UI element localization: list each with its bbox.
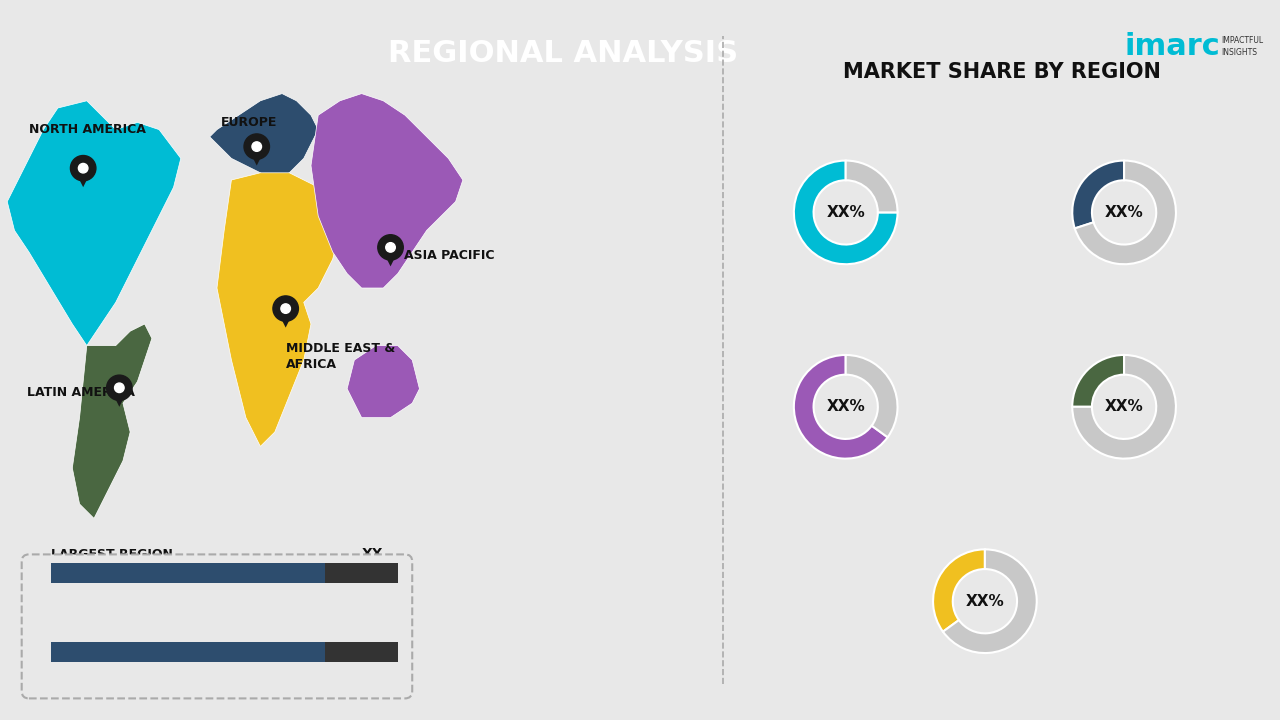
Circle shape <box>280 304 291 313</box>
Text: REGIONAL ANALYSIS: REGIONAL ANALYSIS <box>388 40 739 68</box>
Circle shape <box>385 243 396 252</box>
Text: XX: XX <box>362 626 383 641</box>
Polygon shape <box>216 173 340 446</box>
Text: XX%: XX% <box>1105 205 1143 220</box>
Polygon shape <box>383 251 398 266</box>
Wedge shape <box>1075 161 1176 264</box>
Circle shape <box>114 383 124 392</box>
Text: XX%: XX% <box>965 594 1005 608</box>
Wedge shape <box>794 161 897 264</box>
Text: NORTH AMERICA: NORTH AMERICA <box>29 123 146 136</box>
Wedge shape <box>1073 355 1176 459</box>
Text: XX: XX <box>362 547 383 562</box>
Text: XX%: XX% <box>1105 400 1143 414</box>
Text: XX%: XX% <box>827 400 865 414</box>
FancyBboxPatch shape <box>51 563 325 583</box>
Polygon shape <box>72 324 152 518</box>
Polygon shape <box>311 94 463 288</box>
Wedge shape <box>846 161 897 212</box>
Circle shape <box>273 296 298 321</box>
Circle shape <box>106 375 132 400</box>
Wedge shape <box>943 549 1037 653</box>
FancyBboxPatch shape <box>51 563 398 583</box>
Text: LARGEST REGION: LARGEST REGION <box>51 548 173 561</box>
Polygon shape <box>210 94 319 180</box>
FancyBboxPatch shape <box>51 642 398 662</box>
Text: LATIN AMERICA: LATIN AMERICA <box>27 386 136 399</box>
Text: EUROPE: EUROPE <box>220 116 276 129</box>
Circle shape <box>252 142 261 151</box>
Polygon shape <box>8 101 180 346</box>
Text: ASIA PACIFIC: ASIA PACIFIC <box>403 249 494 262</box>
Text: MIDDLE EAST &
AFRICA: MIDDLE EAST & AFRICA <box>285 342 396 371</box>
Wedge shape <box>933 549 984 631</box>
Text: MARKET SHARE BY REGION: MARKET SHARE BY REGION <box>842 62 1161 82</box>
Circle shape <box>244 134 270 159</box>
Text: XX%: XX% <box>827 205 865 220</box>
FancyBboxPatch shape <box>22 554 412 698</box>
Polygon shape <box>248 150 265 166</box>
Circle shape <box>70 156 96 181</box>
Wedge shape <box>1073 355 1124 407</box>
Text: FASTEST GROWING REGION: FASTEST GROWING REGION <box>51 627 243 640</box>
Wedge shape <box>794 355 887 459</box>
Polygon shape <box>347 346 420 418</box>
Polygon shape <box>278 312 293 328</box>
Circle shape <box>78 163 88 173</box>
Polygon shape <box>76 171 91 187</box>
Wedge shape <box>1073 161 1124 228</box>
Text: imarc: imarc <box>1124 32 1220 61</box>
Circle shape <box>378 235 403 260</box>
FancyBboxPatch shape <box>51 642 325 662</box>
Polygon shape <box>111 391 127 407</box>
Text: IMPACTFUL
INSIGHTS: IMPACTFUL INSIGHTS <box>1221 37 1263 57</box>
Wedge shape <box>846 355 897 437</box>
